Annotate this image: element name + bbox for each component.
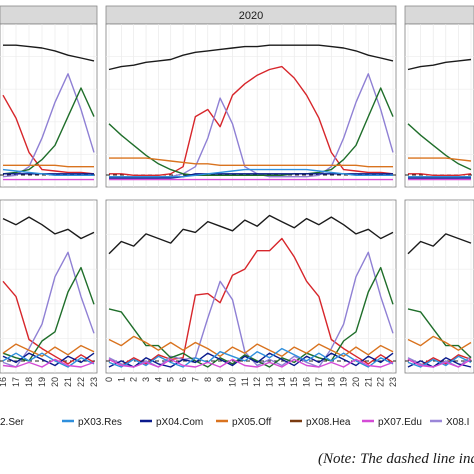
series-line-orange — [408, 157, 472, 162]
series-line-orange — [407, 335, 472, 351]
legend-label: pX03.Res — [78, 417, 122, 428]
series-line-purple-blue — [2, 251, 95, 368]
x-ticks-left: 16 17 18 19 20 21 22 23 — [0, 377, 99, 387]
x-tick-label: 4 — [153, 377, 163, 382]
panel-background — [105, 23, 397, 188]
series-line-orange — [109, 157, 393, 168]
x-tick-label: 18 — [326, 377, 336, 387]
legend: 2.Ser pX03.Res pX04.Com pX05.Off pX08.Hea pX0… — [0, 417, 469, 428]
series-line-green — [2, 266, 95, 362]
x-tick-label: 18 — [24, 377, 34, 387]
series-line-red — [109, 65, 394, 177]
series-line-light-blue — [108, 347, 394, 368]
series-line-top-black — [407, 233, 472, 255]
series-line-green — [108, 87, 394, 177]
x-ticks-center: 0 1 2 3 4 5 6 7 8 9 10 11 12 13 14 15 16 17 18 19 20 21 22 23 — [104, 377, 398, 387]
series-line-light-blue — [2, 352, 95, 368]
panel-r2-c1 — [0, 199, 98, 374]
legend-item: pX03.Res — [62, 417, 122, 428]
series-line-magenta — [108, 358, 394, 368]
series-line-green — [407, 123, 472, 171]
x-tick-label: 10 — [228, 377, 238, 387]
series-line-magenta — [407, 358, 472, 368]
legend-label: pX04.Com — [156, 417, 203, 428]
series-line-top-black — [108, 214, 394, 255]
x-tick-label: 17 — [314, 377, 324, 387]
x-tick-label: 6 — [178, 377, 188, 382]
note-text: (Note: The dashed line indica — [318, 451, 474, 467]
legend-label: pX05.Off — [232, 417, 272, 428]
x-tick-label: 22 — [76, 377, 86, 387]
x-tick-label: 16 — [0, 377, 8, 387]
series-line-top-black — [108, 44, 394, 71]
series-line-green — [108, 266, 394, 368]
x-tick-label: 2 — [129, 377, 139, 382]
x-tick-label: 1 — [116, 377, 126, 382]
series-line-top-black — [2, 216, 95, 240]
legend-label: pX07.Edu — [378, 417, 422, 428]
x-tick-label: 9 — [215, 377, 225, 382]
series-line-light-blue — [2, 168, 94, 177]
x-tick-label: 5 — [166, 377, 176, 382]
legend-item: pX05.Off — [216, 417, 272, 428]
x-tick-label: 19 — [339, 377, 349, 387]
x-tick-label: 23 — [89, 377, 99, 387]
series-line-orange — [2, 343, 95, 357]
x-tick-label: 17 — [11, 377, 21, 387]
panel-r1-c3 — [404, 23, 474, 188]
x-tick-label: 3 — [141, 377, 151, 382]
x-tick-label: 20 — [50, 377, 60, 387]
x-tick-label: 21 — [363, 377, 373, 387]
strip-top-right — [404, 5, 474, 25]
x-tick-label: 7 — [190, 377, 200, 382]
strip-top-left — [0, 5, 98, 25]
panel-r1-c1 — [0, 23, 98, 188]
legend-label: X08.I — [446, 417, 469, 428]
x-tick-label: 13 — [265, 377, 275, 387]
panel-grid — [0, 23, 474, 374]
x-tick-label: 14 — [277, 377, 287, 387]
series-line-orange — [3, 164, 94, 168]
legend-label: 2.Ser — [0, 417, 25, 428]
x-tick-label: 23 — [388, 377, 398, 387]
legend-item: X08.I — [430, 417, 469, 428]
series-line-light-blue — [109, 168, 393, 178]
series-line-magenta — [2, 358, 95, 368]
strip-label-2020: 2020 — [239, 10, 263, 22]
series-line-navy — [108, 352, 394, 368]
series-line-red — [2, 94, 95, 175]
series-line-red — [108, 237, 394, 367]
panel-background — [404, 23, 474, 188]
panel-r2-c2 — [105, 199, 397, 374]
x-tick-label: 20 — [351, 377, 361, 387]
x-tick-label: 22 — [376, 377, 386, 387]
series-line-green — [407, 308, 472, 359]
legend-label: pX08.Hea — [306, 417, 351, 428]
x-tick-label: 0 — [104, 377, 114, 382]
x-tick-label: 15 — [289, 377, 299, 387]
panel-r2-c3 — [404, 199, 474, 374]
x-tick-label: 16 — [302, 377, 312, 387]
x-tick-label: 21 — [63, 377, 73, 387]
legend-item: pX08.Hea — [290, 417, 351, 428]
x-tick-label: 11 — [240, 377, 250, 386]
legend-item: pX04.Com — [140, 417, 203, 428]
series-line-red — [408, 173, 472, 177]
series-line-light-blue — [407, 355, 472, 368]
legend-item: pX07.Edu — [362, 417, 422, 428]
panel-background — [0, 23, 98, 188]
legend-item: 2.Ser — [0, 417, 25, 428]
x-tick-label: 19 — [37, 377, 47, 387]
panel-background — [105, 199, 397, 374]
series-line-top-black — [3, 44, 95, 62]
x-tick-label: 8 — [203, 377, 213, 382]
panel-r1-c2 — [105, 23, 397, 188]
x-tick-label: 12 — [252, 377, 262, 387]
series-line-top-black — [407, 58, 472, 71]
